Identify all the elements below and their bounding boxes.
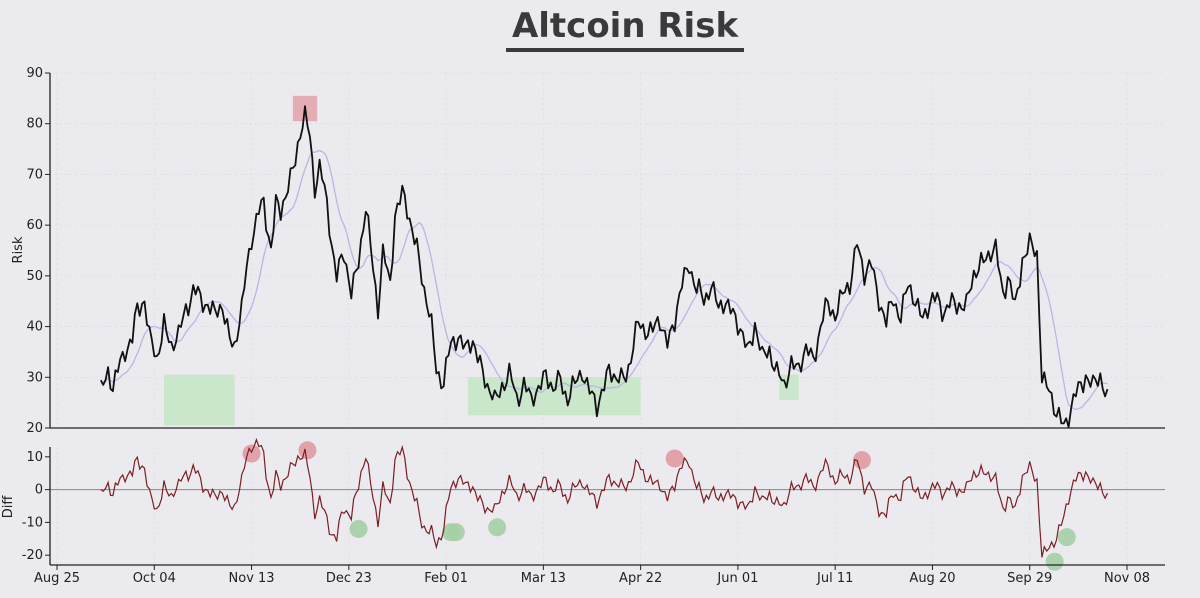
x-tick-label: Feb 01	[424, 571, 468, 586]
y-axis-label-risk: Risk	[11, 236, 26, 263]
y-tick-label-bottom: -10	[22, 515, 43, 530]
grid-lines	[50, 72, 1165, 565]
highlight-boxes	[164, 95, 799, 426]
series-lines	[50, 105, 1165, 558]
axes: 20 30 40 50 60 70 80 90 -20 -10 0 10 Aug 25 Oct 04 Nov…	[22, 66, 1165, 586]
chart-title: Altcoin Risk	[0, 6, 1200, 52]
highlight-marker	[852, 451, 871, 470]
y-tick-label-bottom: 10	[26, 450, 43, 465]
y-tick-label-top: 50	[26, 269, 43, 284]
x-tick-label: Jun 01	[716, 571, 758, 586]
y-tick-label-bottom: 0	[35, 483, 43, 498]
highlight-marker	[242, 444, 261, 463]
highlight-box	[467, 377, 641, 416]
highlight-marker	[665, 449, 684, 468]
x-tick-label: Aug 25	[34, 571, 80, 586]
y-axis-label-diff: Diff	[1, 495, 16, 519]
x-tick-label: Nov 13	[229, 571, 275, 586]
y-tick-label-top: 80	[26, 117, 43, 132]
x-tick-label: Nov 08	[1104, 571, 1150, 586]
y-tick-label-top: 70	[26, 167, 43, 182]
highlight-marker	[446, 523, 465, 542]
highlight-box	[164, 374, 235, 426]
y-tick-label-top: 60	[26, 218, 43, 233]
y-tick-label-top: 30	[26, 370, 43, 385]
highlight-marker	[1057, 528, 1076, 547]
y-tick-label-bottom: -20	[22, 548, 43, 563]
risk-line	[99, 105, 1109, 429]
x-tick-label: Sep 29	[1007, 571, 1052, 586]
diff-line	[100, 437, 1109, 558]
y-tick-label-top: 40	[26, 320, 43, 335]
chart-title-text: Altcoin Risk	[505, 6, 745, 52]
x-tick-label: Apr 22	[619, 571, 662, 586]
highlight-marker	[488, 518, 507, 537]
y-tick-label-top: 90	[26, 66, 43, 81]
highlight-marker	[298, 441, 317, 460]
highlight-markers	[242, 441, 1076, 571]
x-tick-label: Aug 20	[909, 571, 955, 586]
x-tick-label: Dec 23	[326, 571, 372, 586]
highlight-marker	[349, 519, 368, 538]
y-tick-label-top: 20	[26, 421, 43, 436]
highlight-marker	[1045, 552, 1064, 571]
x-tick-label: Oct 04	[133, 571, 176, 586]
x-tick-label: Jul 11	[816, 571, 853, 586]
x-tick-label: Mar 13	[521, 571, 566, 586]
